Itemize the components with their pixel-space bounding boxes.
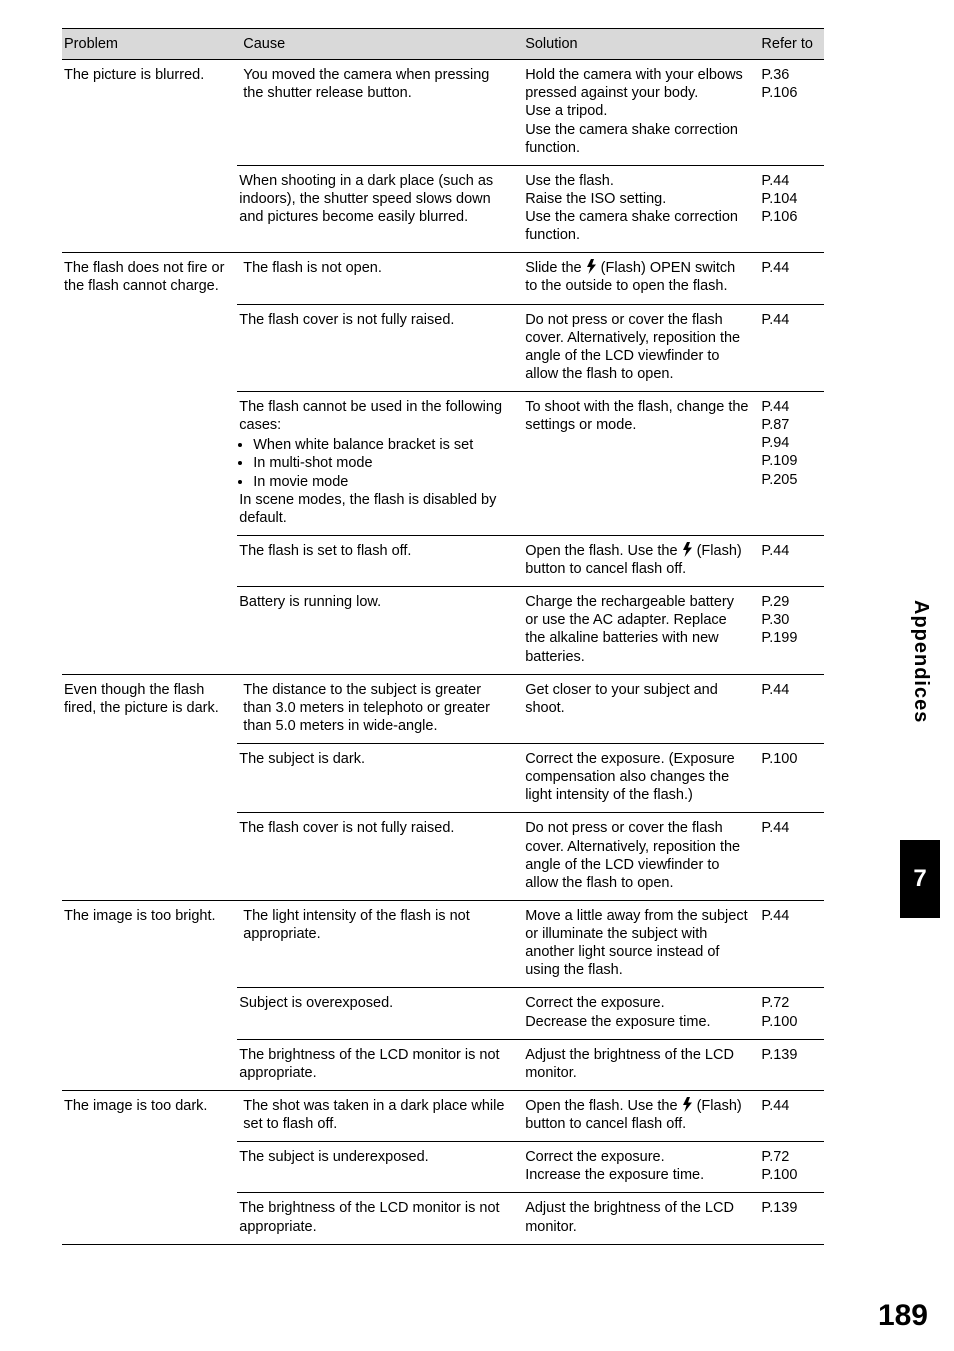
cell-ref: P.72P.100: [755, 1142, 824, 1193]
table-row: The picture is blurred.You moved the cam…: [62, 60, 824, 166]
table-row: The image is too bright.The light intens…: [62, 900, 824, 988]
cell-ref: P.139: [755, 1193, 824, 1244]
table-row: Even though the flash fired, the picture…: [62, 674, 824, 743]
cell-solution: Correct the exposure.Increase the exposu…: [519, 1142, 755, 1193]
cell-cause: You moved the camera when pressing the s…: [237, 60, 519, 166]
cell-problem: The image is too bright.: [62, 900, 237, 1090]
th-problem: Problem: [62, 29, 237, 60]
cell-solution: Hold the camera with your elbows pressed…: [519, 60, 755, 166]
th-refer: Refer to: [755, 29, 824, 60]
cell-solution: Do not press or cover the flash cover. A…: [519, 813, 755, 901]
cell-cause: The subject is underexposed.: [237, 1142, 519, 1193]
cell-cause: Battery is running low.: [237, 587, 519, 675]
cell-ref: P.44: [755, 304, 824, 392]
cell-ref: P.72P.100: [755, 988, 824, 1039]
cell-cause: The distance to the subject is greater t…: [237, 674, 519, 743]
cell-problem: The flash does not fire or the flash can…: [62, 253, 237, 674]
cause-bullet: In multi-shot mode: [253, 454, 513, 472]
table-header-row: Problem Cause Solution Refer to: [62, 29, 824, 60]
flash-icon: [682, 1097, 693, 1112]
cell-cause: The brightness of the LCD monitor is not…: [237, 1193, 519, 1244]
side-tab-number: 7: [900, 840, 940, 918]
cell-cause: The brightness of the LCD monitor is not…: [237, 1039, 519, 1090]
cell-ref: P.44: [755, 674, 824, 743]
cell-solution: Charge the rechargeable battery or use t…: [519, 587, 755, 675]
cell-solution: Move a little away from the subject or i…: [519, 900, 755, 988]
cell-cause: The flash is not open.: [237, 253, 519, 304]
cause-bullet: When white balance bracket is set: [253, 436, 513, 454]
page-root: Problem Cause Solution Refer to The pict…: [0, 0, 954, 1351]
cell-solution: Correct the exposure. (Exposure compensa…: [519, 744, 755, 813]
cell-ref: P.44: [755, 900, 824, 988]
cell-solution: Open the flash. Use the (Flash) button t…: [519, 1090, 755, 1141]
cell-cause: The subject is dark.: [237, 744, 519, 813]
cell-solution: To shoot with the flash, change the sett…: [519, 392, 755, 536]
page-number: 189: [878, 1299, 928, 1333]
cell-ref: P.100: [755, 744, 824, 813]
cell-ref: P.44: [755, 1090, 824, 1141]
cell-problem: Even though the flash fired, the picture…: [62, 674, 237, 900]
side-tab-label: Appendices: [909, 600, 932, 723]
cell-solution: Adjust the brightness of the LCD monitor…: [519, 1193, 755, 1244]
cell-cause: The flash cover is not fully raised.: [237, 304, 519, 392]
cell-problem: The picture is blurred.: [62, 60, 237, 253]
cell-cause: The light intensity of the flash is not …: [237, 900, 519, 988]
cell-solution: Use the flash.Raise the ISO setting.Use …: [519, 165, 755, 253]
cell-cause: The flash cannot be used in the followin…: [237, 392, 519, 536]
cell-cause: When shooting in a dark place (such as i…: [237, 165, 519, 253]
cell-cause: Subject is overexposed.: [237, 988, 519, 1039]
cause-bullet: In movie mode: [253, 473, 513, 491]
table-row: The flash does not fire or the flash can…: [62, 253, 824, 304]
cell-cause: The shot was taken in a dark place while…: [237, 1090, 519, 1141]
cell-ref: P.44: [755, 813, 824, 901]
cell-ref: P.29P.30P.199: [755, 587, 824, 675]
cell-cause: The flash is set to flash off.: [237, 535, 519, 586]
cell-cause: The flash cover is not fully raised.: [237, 813, 519, 901]
cell-ref: P.139: [755, 1039, 824, 1090]
cell-solution: Do not press or cover the flash cover. A…: [519, 304, 755, 392]
cell-solution: Adjust the brightness of the LCD monitor…: [519, 1039, 755, 1090]
flash-icon: [682, 542, 693, 557]
cell-solution: Get closer to your subject and shoot.: [519, 674, 755, 743]
cell-ref: P.44: [755, 535, 824, 586]
cell-solution: Open the flash. Use the (Flash) button t…: [519, 535, 755, 586]
table-body: The picture is blurred.You moved the cam…: [62, 60, 824, 1245]
th-solution: Solution: [519, 29, 755, 60]
cell-solution: Slide the (Flash) OPEN switch to the out…: [519, 253, 755, 304]
flash-icon: [586, 259, 597, 274]
table-row: The image is too dark.The shot was taken…: [62, 1090, 824, 1141]
cell-ref: P.44: [755, 253, 824, 304]
cell-ref: P.36P.106: [755, 60, 824, 166]
cell-ref: P.44P.104P.106: [755, 165, 824, 253]
troubleshoot-table: Problem Cause Solution Refer to The pict…: [62, 28, 824, 1245]
cell-ref: P.44P.87P.94P.109P.205: [755, 392, 824, 536]
cell-problem: The image is too dark.: [62, 1090, 237, 1244]
th-cause: Cause: [237, 29, 519, 60]
cell-solution: Correct the exposure.Decrease the exposu…: [519, 988, 755, 1039]
